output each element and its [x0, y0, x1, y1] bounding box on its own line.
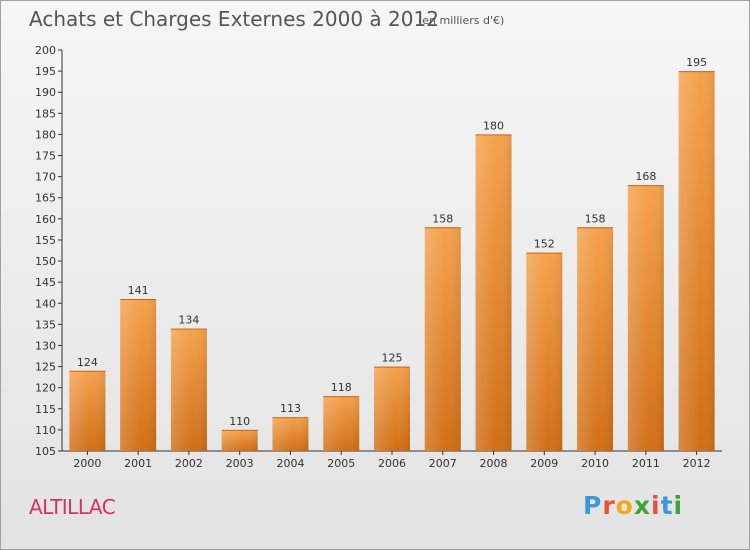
proxiti-logo: Proxiti — [583, 491, 683, 520]
value-label: 152 — [534, 238, 555, 251]
bar-shade — [678, 71, 715, 452]
x-tick-label: 2009 — [530, 457, 558, 470]
chart-title: Achats et Charges Externes 2000 à 2012 — [29, 7, 439, 31]
x-tick-label: 2011 — [632, 457, 660, 470]
y-tick-label: 115 — [35, 403, 56, 416]
y-tick-label: 155 — [35, 234, 56, 247]
value-label: 125 — [382, 352, 403, 365]
y-tick-label: 105 — [35, 445, 56, 458]
logo-letter: i — [673, 491, 684, 520]
bar-shade — [475, 134, 512, 451]
y-tick-label: 175 — [35, 150, 56, 163]
bar-shade — [323, 396, 360, 451]
value-label: 158 — [432, 212, 453, 225]
bar-shade — [272, 417, 309, 451]
x-tick-label: 2000 — [73, 457, 101, 470]
bar-shade — [526, 252, 563, 451]
x-tick-label: 2002 — [175, 457, 203, 470]
y-tick-label: 130 — [35, 339, 56, 352]
bar-shade — [374, 366, 410, 451]
value-label: 113 — [280, 402, 301, 415]
y-tick-label: 165 — [35, 192, 56, 205]
y-tick-label: 135 — [35, 318, 56, 331]
bar-shade — [170, 328, 207, 451]
x-tick-label: 2012 — [683, 457, 711, 470]
logo-letter: i — [651, 491, 661, 520]
bar-shade — [627, 185, 664, 452]
y-tick-label: 110 — [35, 424, 56, 437]
logo-letter: t — [660, 491, 674, 520]
y-tick-label: 180 — [35, 128, 56, 141]
x-tick-label: 2007 — [429, 457, 457, 470]
y-tick-label: 125 — [35, 361, 56, 374]
x-tick-label: 2008 — [480, 457, 508, 470]
x-tick-label: 2004 — [276, 457, 304, 470]
x-tick-label: 2001 — [124, 457, 152, 470]
unit-label: (en milliers d'€) — [418, 14, 505, 27]
logo-letter: P — [583, 491, 603, 520]
commune-name: ALTILLAC — [29, 495, 116, 519]
value-label: 180 — [483, 119, 504, 132]
bar-shade — [577, 227, 614, 451]
value-label: 195 — [686, 56, 707, 69]
y-tick-label: 145 — [35, 276, 56, 289]
y-tick-label: 140 — [35, 297, 56, 310]
y-tick-label: 190 — [35, 86, 56, 99]
x-tick-label: 2005 — [327, 457, 355, 470]
bars-group — [69, 71, 715, 452]
x-tick-label: 2003 — [226, 457, 254, 470]
value-label: 158 — [585, 212, 606, 225]
value-label: 168 — [635, 170, 656, 183]
value-label: 110 — [229, 415, 250, 428]
chart-axes: 105 110 115 120 125 130 135 140 145 150 155 160 165 1… — [35, 44, 722, 458]
logo-letter: x — [633, 491, 651, 520]
value-label: 141 — [128, 284, 149, 297]
bar-shade — [120, 299, 157, 451]
x-tick-label: 2006 — [378, 457, 406, 470]
y-tick-label: 200 — [35, 44, 56, 57]
y-tick-label: 170 — [35, 171, 56, 184]
logo-letter: r — [602, 491, 616, 520]
bar-shade — [424, 227, 461, 451]
logo-letter: o — [615, 491, 634, 520]
y-tick-label: 185 — [35, 107, 56, 120]
value-label: 118 — [331, 381, 352, 394]
y-tick-label: 150 — [35, 255, 56, 268]
bar-shade — [221, 429, 258, 451]
y-tick-label: 120 — [35, 382, 56, 395]
x-tick-label: 2010 — [581, 457, 609, 470]
value-label: 134 — [178, 314, 199, 327]
value-labels-group: 124 2000 141 2001 134 2002 110 2003 113 2004 118 20… — [73, 56, 710, 470]
bar-shade — [69, 370, 106, 451]
y-tick-label: 160 — [35, 213, 56, 226]
y-tick-label: 195 — [35, 65, 56, 78]
value-label: 124 — [77, 356, 98, 369]
